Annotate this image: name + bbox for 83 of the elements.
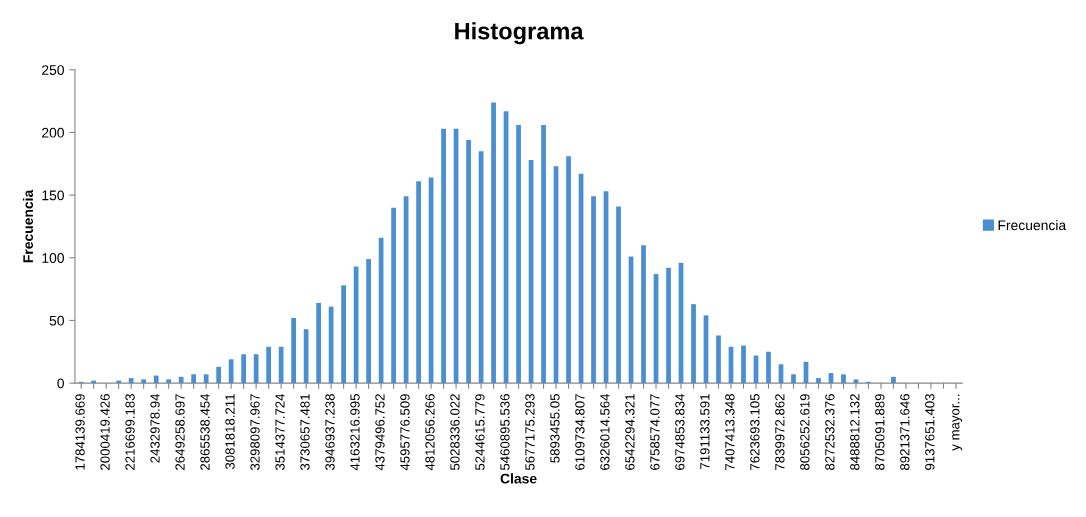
x-tick-label: 3298097.967 — [250, 394, 260, 471]
x-tick-label: 6974853.834 — [675, 393, 685, 470]
y-tick-label: 200 — [42, 127, 64, 138]
bar — [691, 304, 696, 384]
x-tick-label: 2865538.454 — [200, 393, 210, 470]
x-tick-label: 4812056.266 — [425, 394, 435, 471]
bar — [441, 128, 446, 384]
bar — [516, 124, 521, 384]
x-tick-label: 8488812.132 — [850, 394, 860, 470]
x-tick-label: 6758574.077 — [650, 394, 660, 470]
chart-title: Histograma — [455, 22, 584, 45]
x-tick-label: 2432978.94 — [150, 393, 160, 463]
bar — [891, 376, 896, 384]
bar — [291, 317, 296, 384]
x-tick-label: 7839972.862 — [775, 394, 785, 470]
bar — [166, 379, 172, 384]
bar — [666, 267, 671, 384]
x-tick-label: 8921371.646 — [900, 394, 910, 470]
y-tick-label: 0 — [57, 378, 64, 389]
x-tick-label: 6542294.321 — [625, 394, 635, 470]
bar — [416, 181, 421, 384]
x-tick-label: 5893455.05 — [550, 394, 560, 463]
x-axis-title: Clase — [500, 473, 537, 484]
x-tick-label: 8705091.889 — [875, 394, 885, 470]
y-axis-title: Frecuencia — [22, 189, 34, 263]
bar — [241, 354, 247, 384]
x-tick-label: y mayor... — [952, 394, 963, 451]
bar — [253, 354, 259, 384]
bar — [466, 139, 471, 384]
bar — [541, 124, 546, 384]
bar — [141, 379, 147, 384]
bar — [791, 374, 796, 384]
x-tick-label: 7407413.348 — [725, 394, 735, 470]
legend-label: Frecuencia — [998, 219, 1067, 231]
y-tick-label: 100 — [42, 253, 64, 263]
x-tick-label: 2000419.426 — [100, 394, 110, 470]
bar — [278, 346, 284, 384]
bar — [716, 335, 721, 384]
y-tick-label: 150 — [42, 190, 64, 201]
bar — [816, 378, 821, 384]
bar — [491, 102, 496, 384]
x-tick-label: 2649258.697 — [175, 394, 185, 470]
bar — [178, 376, 184, 384]
x-tick-label: 7191133.591 — [700, 394, 710, 469]
bar — [616, 206, 621, 384]
bar — [391, 207, 396, 384]
x-tick-label: 9137651.403 — [925, 394, 935, 470]
y-tick-label: 250 — [42, 65, 64, 75]
x-tick-label: 5244615.779 — [475, 394, 485, 471]
bar — [228, 359, 234, 384]
x-tick-label: 3946937.238 — [325, 394, 335, 471]
y-tick-label: 50 — [49, 315, 64, 326]
x-tick-label: 8272532.376 — [825, 394, 835, 470]
bar — [266, 346, 272, 384]
x-tick-label: 4595776.509 — [400, 394, 410, 471]
bar — [741, 345, 746, 384]
bar — [153, 375, 159, 384]
x-tick-label: 1784139.669 — [75, 394, 85, 470]
bar — [566, 156, 571, 384]
x-tick-label: 5028336.022 — [450, 394, 460, 471]
x-tick-label: 6326014.564 — [600, 393, 610, 470]
bar — [203, 374, 209, 384]
x-tick-label: 5677175.293 — [525, 394, 535, 471]
x-tick-label: 3514377.724 — [275, 393, 285, 471]
bar — [191, 374, 197, 384]
x-tick-label: 8056252.619 — [800, 394, 810, 470]
x-tick-label: 6109734.807 — [575, 394, 585, 470]
bar — [591, 196, 596, 384]
x-tick-label: 5460895.536 — [500, 394, 510, 471]
bar — [216, 366, 222, 384]
x-tick-label: 3730657.481 — [300, 394, 310, 471]
bar — [766, 351, 771, 384]
bar — [316, 302, 321, 384]
bar — [641, 245, 646, 384]
x-tick-label: 7623693.105 — [750, 394, 760, 470]
bar — [128, 378, 134, 384]
bar — [841, 374, 846, 384]
x-tick-label: 4379496.752 — [375, 394, 385, 471]
bar — [341, 285, 346, 384]
x-tick-label: 4163216.995 — [350, 394, 360, 471]
x-tick-label: 3081818.211 — [225, 394, 235, 470]
bar — [366, 259, 371, 384]
x-tick-label: 2216699.183 — [125, 394, 135, 470]
